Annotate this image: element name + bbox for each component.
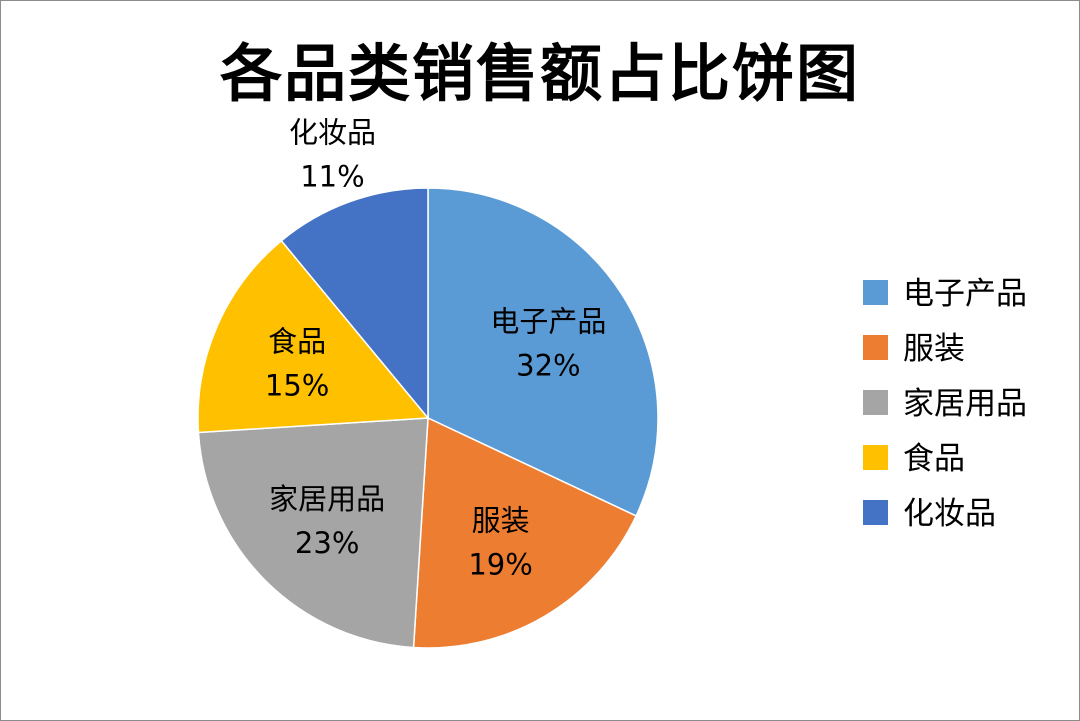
legend-label-3: 家居用品 xyxy=(903,386,1027,422)
legend-swatch-1 xyxy=(863,280,888,305)
pie-slice-5 xyxy=(280,187,429,421)
slice-category-label: 食品 xyxy=(268,324,326,358)
slice-label-1: 电子产品 32% xyxy=(490,305,606,383)
slice-label-5: 化妆品 11% xyxy=(289,116,376,194)
pie-slice-2 xyxy=(412,416,638,649)
chart-title: 各品类销售额占比饼图 xyxy=(219,37,860,110)
legend-swatch-5 xyxy=(863,500,888,525)
pie-slice-1 xyxy=(427,187,659,517)
slice-category-label: 化妆品 xyxy=(289,116,376,150)
legend-swatch-3 xyxy=(863,390,888,415)
legend-label-2: 服装 xyxy=(903,331,965,367)
legend-label-4: 食品 xyxy=(903,441,965,477)
legend-swatch-2 xyxy=(863,335,888,360)
slice-percent-label: 23% xyxy=(295,526,359,560)
slice-percent-label: 32% xyxy=(516,349,580,383)
legend-swatch-4 xyxy=(863,445,888,470)
pie-slice-4 xyxy=(197,239,430,434)
legend-label-5: 化妆品 xyxy=(903,496,996,532)
slice-category-label: 家居用品 xyxy=(269,482,385,516)
slice-percent-label: 15% xyxy=(265,368,329,402)
slice-label-2: 服装 19% xyxy=(468,504,532,582)
slice-percent-label: 11% xyxy=(300,160,364,194)
slice-percent-label: 19% xyxy=(468,548,532,582)
legend-label-1: 电子产品 xyxy=(903,276,1027,312)
slice-label-3: 家居用品 23% xyxy=(269,482,385,560)
slice-category-label: 电子产品 xyxy=(490,305,606,339)
pie-slice-3 xyxy=(197,417,429,649)
slice-label-4: 食品 15% xyxy=(265,324,329,402)
slice-category-label: 服装 xyxy=(472,504,530,538)
